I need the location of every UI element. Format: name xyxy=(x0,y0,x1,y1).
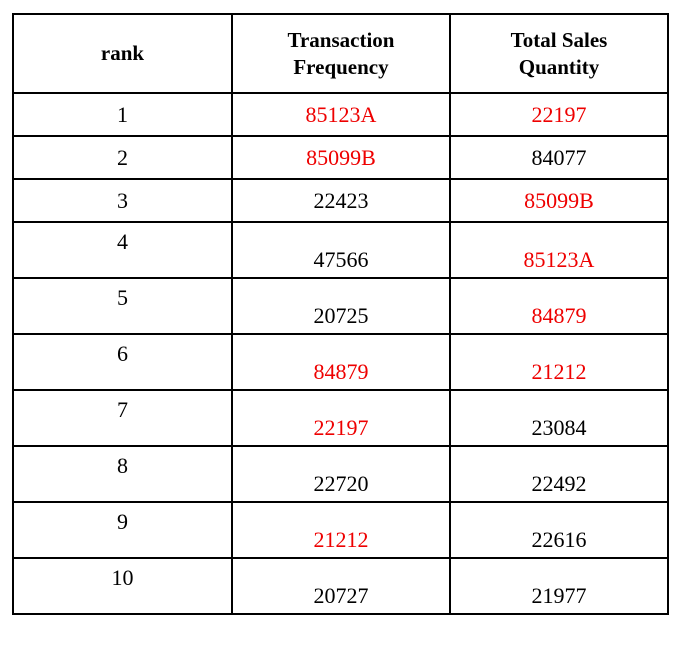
header-transaction-frequency: Transaction Frequency xyxy=(231,13,451,94)
frequency-value: 47566 xyxy=(313,247,369,272)
quantity-cell: 85123A xyxy=(449,221,669,279)
table-row: 4 47566 85123A xyxy=(12,221,669,279)
frequency-value: 84879 xyxy=(313,359,369,384)
header-rank-label: rank xyxy=(100,41,145,65)
quantity-value: 84879 xyxy=(531,303,587,328)
frequency-cell: 20727 xyxy=(231,557,451,615)
frequency-value: 22720 xyxy=(313,471,369,496)
frequency-value: 21212 xyxy=(313,527,369,552)
rank-value: 5 xyxy=(117,285,128,310)
rank-value: 6 xyxy=(117,341,128,366)
frequency-cell: 22197 xyxy=(231,389,451,447)
quantity-cell: 21212 xyxy=(449,333,669,391)
rank-value: 8 xyxy=(117,453,128,478)
quantity-value: 22197 xyxy=(531,101,587,127)
rank-cell: 9 xyxy=(12,501,233,559)
quantity-cell: 22616 xyxy=(449,501,669,559)
quantity-cell: 22492 xyxy=(449,445,669,503)
table-row: 5 20725 84879 xyxy=(12,277,669,335)
quantity-value: 21212 xyxy=(531,359,587,384)
frequency-cell: 85123A xyxy=(231,92,451,137)
frequency-cell: 20725 xyxy=(231,277,451,335)
table-row: 9 21212 22616 xyxy=(12,501,669,559)
rank-value: 4 xyxy=(117,229,128,254)
rank-cell: 7 xyxy=(12,389,233,447)
quantity-cell: 23084 xyxy=(449,389,669,447)
header-rank: rank xyxy=(12,13,233,94)
header-freq-line2: Frequency xyxy=(293,54,389,79)
rank-cell: 4 xyxy=(12,221,233,279)
table-row: 2 85099B 84077 xyxy=(12,135,669,180)
quantity-value: 22492 xyxy=(531,471,587,496)
rank-value: 2 xyxy=(117,144,128,170)
quantity-cell: 84077 xyxy=(449,135,669,180)
table-row: 8 22720 22492 xyxy=(12,445,669,503)
quantity-value: 22616 xyxy=(531,527,587,552)
frequency-value: 22197 xyxy=(313,415,369,440)
header-total-sales-quantity: Total Sales Quantity xyxy=(449,13,669,94)
frequency-value: 20725 xyxy=(313,303,369,328)
quantity-cell: 22197 xyxy=(449,92,669,137)
rank-cell: 10 xyxy=(12,557,233,615)
rank-value: 10 xyxy=(111,565,134,590)
table-row: 3 22423 85099B xyxy=(12,178,669,223)
frequency-cell: 84879 xyxy=(231,333,451,391)
rank-cell: 5 xyxy=(12,277,233,335)
header-freq-line1: Transaction xyxy=(287,27,395,52)
rank-value: 7 xyxy=(117,397,128,422)
frequency-value: 20727 xyxy=(313,583,369,608)
quantity-value: 85123A xyxy=(523,247,595,272)
rank-cell: 6 xyxy=(12,333,233,391)
frequency-value: 85099B xyxy=(306,144,376,170)
quantity-value: 84077 xyxy=(531,144,587,170)
rank-cell: 3 xyxy=(12,178,233,223)
frequency-cell: 85099B xyxy=(231,135,451,180)
rank-value: 3 xyxy=(117,187,128,213)
quantity-cell: 85099B xyxy=(449,178,669,223)
table-row: 1 85123A 22197 xyxy=(12,92,669,137)
quantity-value: 85099B xyxy=(524,187,594,213)
quantity-cell: 21977 xyxy=(449,557,669,615)
header-qty-line2: Quantity xyxy=(518,54,600,79)
quantity-cell: 84879 xyxy=(449,277,669,335)
frequency-cell: 47566 xyxy=(231,221,451,279)
rank-value: 9 xyxy=(117,509,128,534)
rank-value: 1 xyxy=(117,101,128,127)
frequency-value: 85123A xyxy=(305,101,377,127)
header-row: rank Transaction Frequency Total Sales Q… xyxy=(12,13,669,94)
frequency-cell: 22720 xyxy=(231,445,451,503)
rank-cell: 8 xyxy=(12,445,233,503)
table-row: 10 20727 21977 xyxy=(12,557,669,615)
header-qty-line1: Total Sales xyxy=(510,27,608,52)
table-row: 7 22197 23084 xyxy=(12,389,669,447)
frequency-cell: 22423 xyxy=(231,178,451,223)
frequency-cell: 21212 xyxy=(231,501,451,559)
rank-cell: 2 xyxy=(12,135,233,180)
frequency-value: 22423 xyxy=(313,187,369,213)
quantity-value: 23084 xyxy=(531,415,587,440)
rank-cell: 1 xyxy=(12,92,233,137)
ranking-table: rank Transaction Frequency Total Sales Q… xyxy=(12,13,669,615)
table-row: 6 84879 21212 xyxy=(12,333,669,391)
quantity-value: 21977 xyxy=(531,583,587,608)
